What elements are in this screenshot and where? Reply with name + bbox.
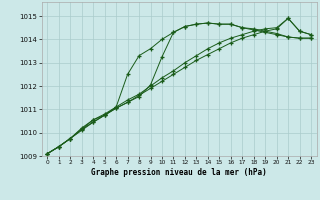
X-axis label: Graphe pression niveau de la mer (hPa): Graphe pression niveau de la mer (hPa) (91, 168, 267, 177)
